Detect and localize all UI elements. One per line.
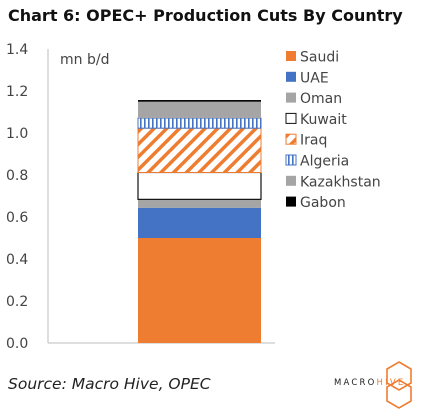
chart-title: Chart 6: OPEC+ Production Cuts By Countr…: [8, 6, 403, 25]
hexagon-logo-icon: [386, 361, 412, 409]
y-tick-label: 1.4: [6, 42, 28, 58]
bar-segment-oman: [138, 199, 261, 208]
y-tick-label: 0.0: [6, 336, 28, 352]
bar-segment-saudi: [138, 238, 261, 343]
legend-label-saudi: Saudi: [300, 50, 339, 66]
legend-swatch-uae: [286, 71, 296, 82]
bar-segment-kuwait: [137, 171, 262, 200]
legend-swatch-kazakhstan: [286, 175, 296, 186]
y-tick-label: 0.2: [6, 294, 28, 310]
legend-swatch-gabon: [286, 196, 296, 207]
macro-hive-logo: MACROHIVE: [330, 360, 420, 410]
chart-svg: 0.0 0.2 0.4 0.6 0.8 1.0 1.2 1.4 mn b/d Saudi UAE…: [6, 42, 381, 352]
legend-label-algeria: Algeria: [300, 154, 349, 170]
legend-label-gabon: Gabon: [300, 195, 346, 211]
legend-swatch-oman: [286, 92, 296, 103]
legend-swatch-saudi: [286, 51, 296, 61]
bar-segment-iraq: [137, 127, 262, 173]
y-axis-unit-label: mn b/d: [60, 52, 109, 68]
bar-segment-algeria: [137, 117, 262, 129]
y-tick-label: 0.8: [6, 168, 28, 184]
source-note: Source: Macro Hive, OPEC: [8, 375, 211, 393]
bar-segment-gabon: [138, 100, 261, 102]
legend-label-kuwait: Kuwait: [300, 112, 347, 128]
legend-label-oman: Oman: [300, 91, 342, 107]
y-tick-label: 1.2: [6, 84, 28, 100]
legend: Saudi UAE Oman Kuwait Iraq Algeria Kazakhstan G…: [285, 50, 381, 211]
legend-label-iraq: Iraq: [300, 133, 327, 149]
legend-swatch-iraq: [285, 133, 297, 145]
bar-segment-kazakhstan: [138, 101, 261, 119]
bar-segment-uae: [138, 207, 261, 238]
y-tick-label: 0.6: [6, 210, 28, 226]
y-tick-label: 0.4: [6, 252, 28, 268]
legend-swatch-algeria: [285, 154, 297, 166]
stacked-bar: [137, 100, 262, 343]
legend-label-uae: UAE: [300, 70, 329, 86]
y-axis-tick-labels: 0.0 0.2 0.4 0.6 0.8 1.0 1.2 1.4: [6, 42, 28, 352]
legend-swatch-kuwait: [285, 112, 297, 124]
legend-label-kazakhstan: Kazakhstan: [300, 174, 381, 190]
logo-wordmark: MACROHIVE: [334, 378, 406, 388]
y-tick-label: 1.0: [6, 126, 28, 142]
